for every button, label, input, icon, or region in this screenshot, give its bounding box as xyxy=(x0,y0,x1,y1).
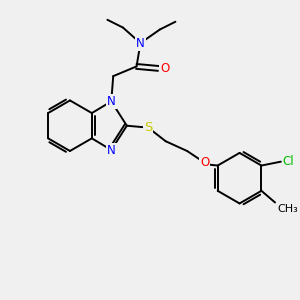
Text: N: N xyxy=(136,37,145,50)
Text: CH₃: CH₃ xyxy=(277,204,298,214)
Text: N: N xyxy=(107,143,116,157)
Text: N: N xyxy=(107,95,116,108)
Text: S: S xyxy=(144,121,152,134)
Text: Cl: Cl xyxy=(283,155,295,168)
Text: O: O xyxy=(160,62,170,75)
Text: O: O xyxy=(200,156,209,169)
